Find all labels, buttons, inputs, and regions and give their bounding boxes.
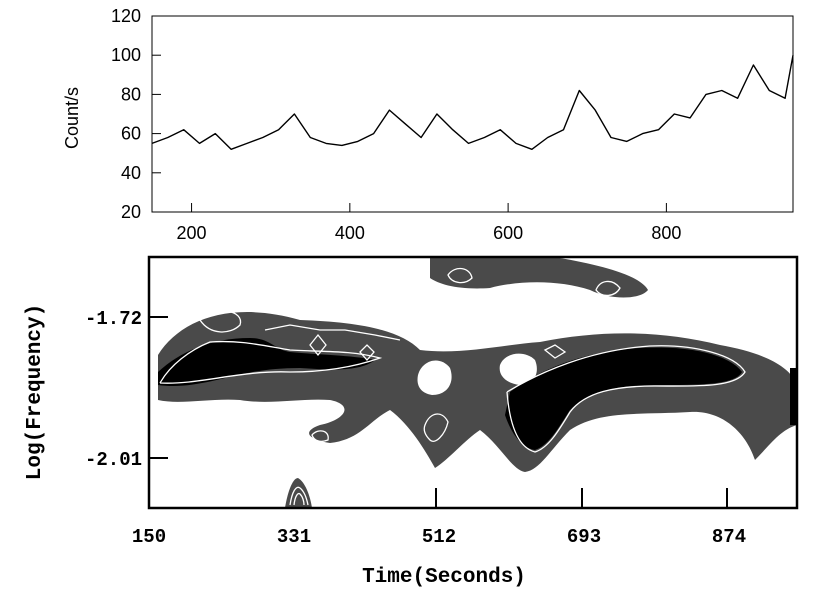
contour-line-10 xyxy=(506,345,746,453)
contour-region-high-left xyxy=(158,338,375,387)
contour-line-3 xyxy=(264,324,401,341)
contour-line-5 xyxy=(359,344,375,361)
contour-region-high-right xyxy=(505,347,742,450)
contour-line-13 xyxy=(293,492,305,506)
top-y-axis-label: Count/s xyxy=(62,87,82,149)
top-x-tick-label-3: 800 xyxy=(651,223,681,243)
contour-line-9 xyxy=(311,430,329,442)
top-plot-frame xyxy=(151,15,794,213)
dynamic-spectrum-panel: -1.72 -2.01 150 331 512 693 874 Time(Sec… xyxy=(24,255,799,589)
bottom-y-axis-label: Log(Frequency) xyxy=(24,304,47,480)
contour-hole-2 xyxy=(499,353,537,385)
bottom-y-tick-label-2: -2.01 xyxy=(85,449,142,471)
contour-line-2 xyxy=(159,340,383,384)
top-y-tick-label-4: 100 xyxy=(111,45,141,65)
contour-hole-1 xyxy=(417,360,452,395)
contour-line-11 xyxy=(543,344,567,359)
bottom-y-tick-label-1: -1.72 xyxy=(85,308,142,330)
top-y-tick-label-3: 80 xyxy=(121,84,141,104)
bottom-x-tick-label-1: 150 xyxy=(132,526,166,548)
light-curve-series xyxy=(151,55,794,151)
top-y-tick-label-1: 40 xyxy=(121,163,141,183)
contour-lines xyxy=(159,267,746,506)
contour-line-8 xyxy=(423,413,449,442)
contour-region-mid-upper xyxy=(430,258,648,298)
contour-line-7 xyxy=(595,280,621,297)
bottom-plot-frame xyxy=(147,255,799,510)
top-x-tick-label-1: 400 xyxy=(335,223,365,243)
top-y-tick-label-5: 120 xyxy=(111,6,141,26)
contour-region-mid-main xyxy=(158,312,797,472)
light-curve-panel: 20 40 60 80 100 120 200 400 600 800 Count/s xyxy=(62,6,794,243)
contour-line-1 xyxy=(199,310,242,333)
contour-map xyxy=(158,258,797,508)
top-y-tick-label-0: 20 xyxy=(121,202,141,222)
top-x-tick-label-2: 600 xyxy=(493,223,523,243)
top-y-tick-label-2: 60 xyxy=(121,124,141,144)
contour-line-12 xyxy=(289,486,309,506)
contour-region-high-edge xyxy=(790,368,797,425)
light-curve-line xyxy=(151,55,794,151)
bottom-x-tick-label-4: 693 xyxy=(567,526,601,548)
bottom-x-tick-label-2: 331 xyxy=(277,526,311,548)
bottom-x-tick-label-3: 512 xyxy=(422,526,456,548)
bottom-x-axis-label: Time(Seconds) xyxy=(362,566,526,589)
contour-line-4 xyxy=(309,333,327,357)
bottom-x-tick-label-5: 874 xyxy=(712,526,746,548)
top-x-axis: 200 400 600 800 xyxy=(177,203,681,243)
top-y-axis: 20 40 60 80 100 120 xyxy=(111,6,161,222)
top-x-tick-label-0: 200 xyxy=(177,223,207,243)
contour-line-6 xyxy=(447,267,473,284)
